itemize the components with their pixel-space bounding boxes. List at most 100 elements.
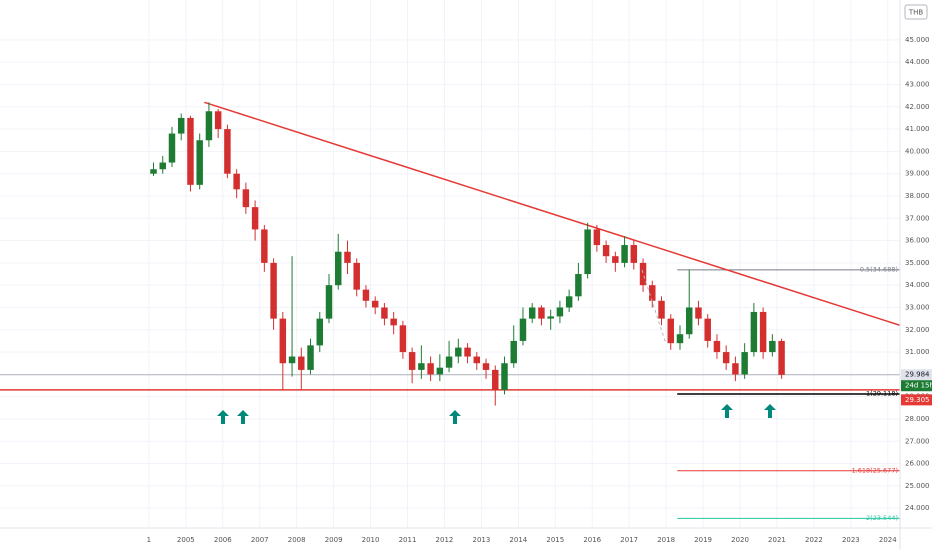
y-tick-label: 40.000 [905, 147, 930, 155]
y-tick-label: 25.000 [905, 482, 930, 490]
candle-body [612, 256, 619, 263]
y-tick-label: 27.000 [905, 437, 930, 445]
x-tick-label: 2010 [362, 536, 380, 544]
x-tick-label: 2007 [251, 536, 269, 544]
fib-label: 1(29.118) [866, 390, 898, 398]
x-tick-label: 2009 [325, 536, 343, 544]
support-tag [901, 394, 932, 406]
candle-body [722, 352, 730, 364]
candle-body [602, 245, 610, 257]
candle-body [187, 117, 194, 185]
currency-box[interactable] [904, 4, 928, 20]
candle-body [362, 289, 370, 301]
candle-body [159, 162, 166, 170]
candle-body [150, 169, 157, 174]
candle-body [288, 356, 296, 364]
candle-body [445, 356, 453, 368]
x-tick-label: 1 [147, 536, 151, 544]
y-tick-label: 45.000 [905, 36, 930, 44]
x-tick-label: 2024 [879, 536, 897, 544]
x-tick-label: 2008 [288, 536, 306, 544]
fib-label: 2(23.544) [866, 514, 898, 522]
y-tick-label: 31.000 [905, 348, 930, 356]
candle-body [390, 318, 397, 326]
y-tick-label: 35.000 [905, 259, 930, 267]
candle-body [667, 318, 674, 344]
x-tick-label: 2019 [694, 536, 712, 544]
y-tick-label: 26.000 [905, 460, 930, 468]
currency: THB [908, 9, 924, 17]
candle-body [177, 117, 185, 134]
candle-body [501, 363, 508, 390]
candle-body [639, 262, 647, 286]
candle-body [353, 262, 360, 290]
fib-guide [641, 269, 667, 345]
x-tick-label: 2015 [546, 536, 564, 544]
last-price-label: 29.984 [905, 371, 930, 379]
candle-body [649, 285, 656, 301]
candle-body [695, 307, 702, 319]
candle-body [224, 129, 231, 174]
y-tick-label: 32.000 [905, 326, 930, 334]
candle-body [482, 363, 490, 370]
candle-body [464, 347, 471, 357]
candle-body [399, 325, 407, 353]
candle-body [732, 363, 739, 375]
candle-body [565, 296, 573, 308]
candle-body [584, 229, 591, 275]
candle-body [298, 356, 305, 370]
candle-body [519, 318, 527, 341]
candle-body [196, 140, 203, 185]
candle-body [510, 340, 517, 364]
candle-body [658, 300, 665, 319]
y-tick-label: 33.000 [905, 303, 930, 311]
candle-body [473, 356, 481, 364]
fib-label: 0.5(34.688) [860, 265, 898, 273]
x-tick-label: 2012 [436, 536, 454, 544]
x-tick-label: 2018 [657, 536, 675, 544]
candle-body [371, 300, 379, 308]
arrow [449, 410, 461, 424]
candle-body [344, 251, 351, 263]
countdown-label: 24d 15h [905, 382, 932, 390]
y-tick-label: 28.000 [905, 415, 930, 423]
candle-body [307, 345, 314, 370]
y-tick-label: 24.000 [905, 504, 930, 512]
y-tick-label: 36.000 [905, 237, 930, 245]
y-tick-label: 42.000 [905, 103, 930, 111]
candle-body [538, 307, 545, 319]
arrow [217, 410, 229, 424]
trendline [204, 101, 901, 327]
candle-body [214, 111, 222, 130]
x-tick-label: 2011 [399, 536, 417, 544]
plot: 0.5(34.688) 1(29.118) 1.618(25.677) 2(23.54… [0, 101, 901, 522]
support-label: 29.305 [905, 396, 930, 404]
arrow [764, 404, 776, 418]
x-tick-label: 2005 [177, 536, 195, 544]
candle-body [759, 311, 767, 353]
candle-body [630, 245, 638, 263]
candle-body [418, 363, 425, 370]
candle-body [316, 318, 323, 346]
y-tick-label: 41.000 [905, 125, 930, 133]
y-tick-label: 37.000 [905, 214, 930, 222]
y-tick-label: 34.000 [905, 281, 930, 289]
candle-body [575, 274, 582, 297]
arrow [237, 410, 249, 424]
y-tick-label: 43.000 [905, 81, 930, 89]
candle-body [713, 340, 721, 353]
candle-body [778, 340, 785, 375]
candle-body [676, 334, 684, 344]
candle-body [621, 245, 628, 263]
y-tick-label: 38.000 [905, 192, 930, 200]
candle-body [279, 318, 287, 364]
candle-body [251, 207, 259, 230]
x-tick-label: 2020 [731, 536, 749, 544]
candle-body [242, 189, 250, 208]
x-tick-label: 2014 [509, 536, 527, 544]
candle-body [436, 367, 444, 375]
x-tick-label: 2016 [583, 536, 601, 544]
countdown-tag [901, 380, 932, 392]
